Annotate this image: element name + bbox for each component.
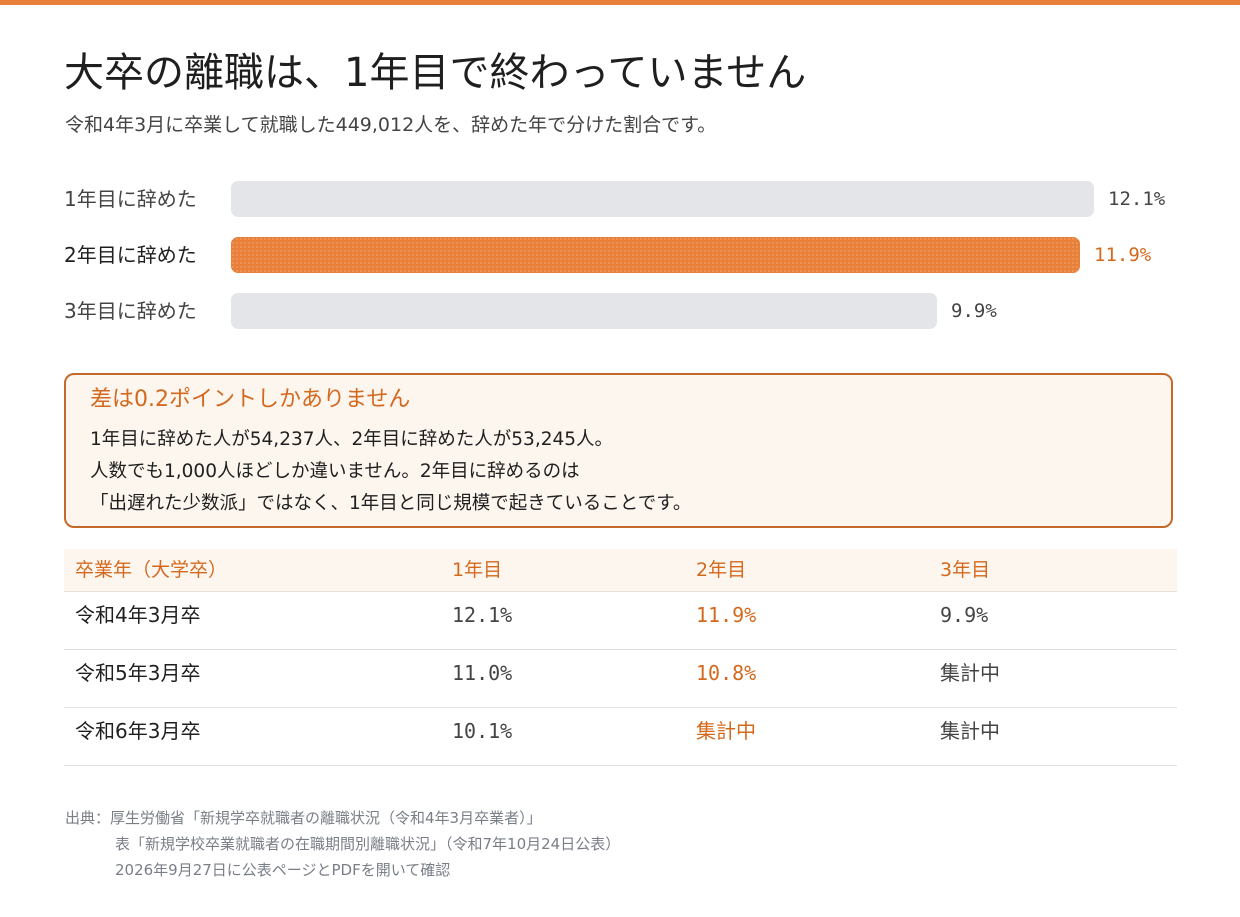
bar-label: 1年目に辞めた: [64, 187, 197, 211]
table-row: 令和6年3月卒 10.1% 集計中 集計中: [64, 708, 1177, 766]
callout-line-2: 人数でも1,000人ほどしか違いません。2年目に辞めるのは: [90, 461, 580, 482]
header-year-3: 3年目: [940, 559, 991, 581]
source-line-3: 2026年9月27日に公表ページとPDFを開いて確認: [115, 861, 451, 879]
bar-chart: 1年目に辞めた 12.1% 2年目に辞めた 11.9% 3年目に辞めた 9.9%: [0, 0, 1240, 360]
cell-year-1: 12.1%: [452, 603, 513, 627]
bar-value-label: 9.9%: [951, 300, 997, 322]
header-year-2: 2年目: [696, 559, 747, 581]
source-note: 出典：厚生労働省「新規学卒就職者の離職状況（令和4年3月卒業者）」 表「新規学校…: [65, 805, 620, 883]
rate-table: 卒業年（大学卒） 1年目 2年目 3年目 令和4年3月卒 12.1% 11.9%…: [64, 549, 1177, 766]
source-line-1: 出典：厚生労働省「新規学卒就職者の離職状況（令和4年3月卒業者）」: [65, 809, 542, 827]
bar-value-label: 12.1%: [1108, 188, 1166, 210]
callout-line-3: 「出遅れた少数派」ではなく、1年目と同じ規模で起きていることです。: [90, 493, 692, 514]
bar: [231, 237, 1080, 273]
row-label: 令和4年3月卒: [75, 603, 201, 627]
bar-label: 2年目に辞めた: [64, 243, 197, 267]
bar-label: 3年目に辞めた: [64, 299, 197, 323]
cell-year-2: 11.9%: [696, 603, 757, 627]
header-year-1: 1年目: [452, 559, 503, 581]
source-line-2: 表「新規学校卒業就職者の在職期間別離職状況」（令和7年10月24日公表）: [115, 835, 621, 853]
bar: [231, 293, 937, 329]
header-graduation-year: 卒業年（大学卒）: [75, 559, 228, 581]
cell-year-3: 集計中: [940, 719, 1000, 743]
page-title: 大卒の離職は、1年目で終わっていません: [64, 50, 807, 96]
bar-value-label: 11.9%: [1094, 244, 1152, 266]
table-row: 令和5年3月卒 11.0% 10.8% 集計中: [64, 650, 1177, 708]
cell-year-1: 10.1%: [452, 719, 513, 743]
cell-year-2: 集計中: [696, 719, 756, 743]
page-subtitle: 令和4年3月に卒業して就職した449,012人を、辞めた年で分けた割合です。: [65, 114, 717, 136]
cell-year-1: 11.0%: [452, 661, 513, 685]
row-label: 令和6年3月卒: [75, 719, 201, 743]
cell-year-3: 9.9%: [940, 603, 989, 627]
top-accent-bar: [0, 0, 1240, 5]
callout-line-1: 1年目に辞めた人が54,237人、2年目に辞めた人が53,245人。: [90, 429, 614, 450]
row-label: 令和5年3月卒: [75, 661, 201, 685]
callout-title: 差は0.2ポイントしかありません: [90, 387, 411, 412]
table-header: 卒業年（大学卒） 1年目 2年目 3年目: [64, 549, 1177, 592]
table-row: 令和4年3月卒 12.1% 11.9% 9.9%: [64, 592, 1177, 650]
bar: [231, 181, 1094, 217]
cell-year-2: 10.8%: [696, 661, 757, 685]
cell-year-3: 集計中: [940, 661, 1000, 685]
callout-box: 差は0.2ポイントしかありません 1年目に辞めた人が54,237人、2年目に辞め…: [64, 373, 1173, 528]
